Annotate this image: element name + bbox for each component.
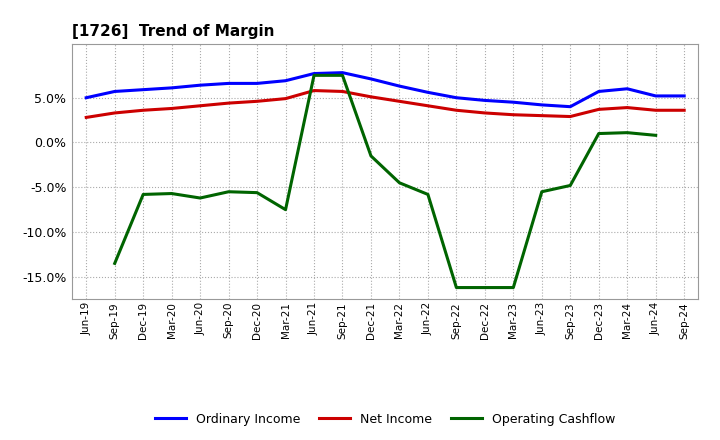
Ordinary Income	[338, 70, 347, 75]
Operating Cashflow	[566, 183, 575, 188]
Operating Cashflow	[338, 73, 347, 78]
Net Income	[338, 89, 347, 94]
Ordinary Income	[225, 81, 233, 86]
Operating Cashflow	[196, 195, 204, 201]
Net Income	[423, 103, 432, 108]
Operating Cashflow	[652, 133, 660, 138]
Operating Cashflow	[225, 189, 233, 194]
Operating Cashflow	[310, 73, 318, 78]
Operating Cashflow	[110, 261, 119, 266]
Ordinary Income	[82, 95, 91, 100]
Legend: Ordinary Income, Net Income, Operating Cashflow: Ordinary Income, Net Income, Operating C…	[155, 413, 616, 425]
Net Income	[282, 96, 290, 101]
Operating Cashflow	[623, 130, 631, 135]
Ordinary Income	[452, 95, 461, 100]
Net Income	[82, 115, 91, 120]
Net Income	[537, 113, 546, 118]
Net Income	[395, 99, 404, 104]
Net Income	[680, 108, 688, 113]
Net Income	[253, 99, 261, 104]
Ordinary Income	[509, 99, 518, 105]
Ordinary Income	[110, 89, 119, 94]
Net Income	[366, 94, 375, 99]
Line: Operating Cashflow: Operating Cashflow	[114, 75, 656, 288]
Ordinary Income	[253, 81, 261, 86]
Net Income	[652, 108, 660, 113]
Operating Cashflow	[595, 131, 603, 136]
Net Income	[480, 110, 489, 116]
Ordinary Income	[537, 102, 546, 107]
Net Income	[566, 114, 575, 119]
Ordinary Income	[196, 83, 204, 88]
Operating Cashflow	[167, 191, 176, 196]
Operating Cashflow	[509, 285, 518, 290]
Ordinary Income	[167, 85, 176, 91]
Net Income	[139, 108, 148, 113]
Operating Cashflow	[452, 285, 461, 290]
Net Income	[623, 105, 631, 110]
Ordinary Income	[480, 98, 489, 103]
Ordinary Income	[310, 71, 318, 76]
Ordinary Income	[423, 90, 432, 95]
Operating Cashflow	[537, 189, 546, 194]
Line: Ordinary Income: Ordinary Income	[86, 73, 684, 106]
Ordinary Income	[680, 93, 688, 99]
Ordinary Income	[395, 84, 404, 89]
Net Income	[196, 103, 204, 108]
Operating Cashflow	[480, 285, 489, 290]
Text: [1726]  Trend of Margin: [1726] Trend of Margin	[72, 24, 274, 39]
Net Income	[310, 88, 318, 93]
Operating Cashflow	[395, 180, 404, 185]
Operating Cashflow	[282, 207, 290, 212]
Ordinary Income	[282, 78, 290, 83]
Operating Cashflow	[139, 192, 148, 197]
Ordinary Income	[623, 86, 631, 92]
Ordinary Income	[366, 76, 375, 81]
Net Income	[110, 110, 119, 116]
Ordinary Income	[652, 93, 660, 99]
Operating Cashflow	[366, 153, 375, 158]
Net Income	[167, 106, 176, 111]
Net Income	[452, 108, 461, 113]
Ordinary Income	[595, 89, 603, 94]
Net Income	[509, 112, 518, 117]
Ordinary Income	[139, 87, 148, 92]
Operating Cashflow	[253, 190, 261, 195]
Ordinary Income	[566, 104, 575, 109]
Line: Net Income: Net Income	[86, 91, 684, 117]
Net Income	[595, 107, 603, 112]
Net Income	[225, 100, 233, 106]
Operating Cashflow	[423, 192, 432, 197]
